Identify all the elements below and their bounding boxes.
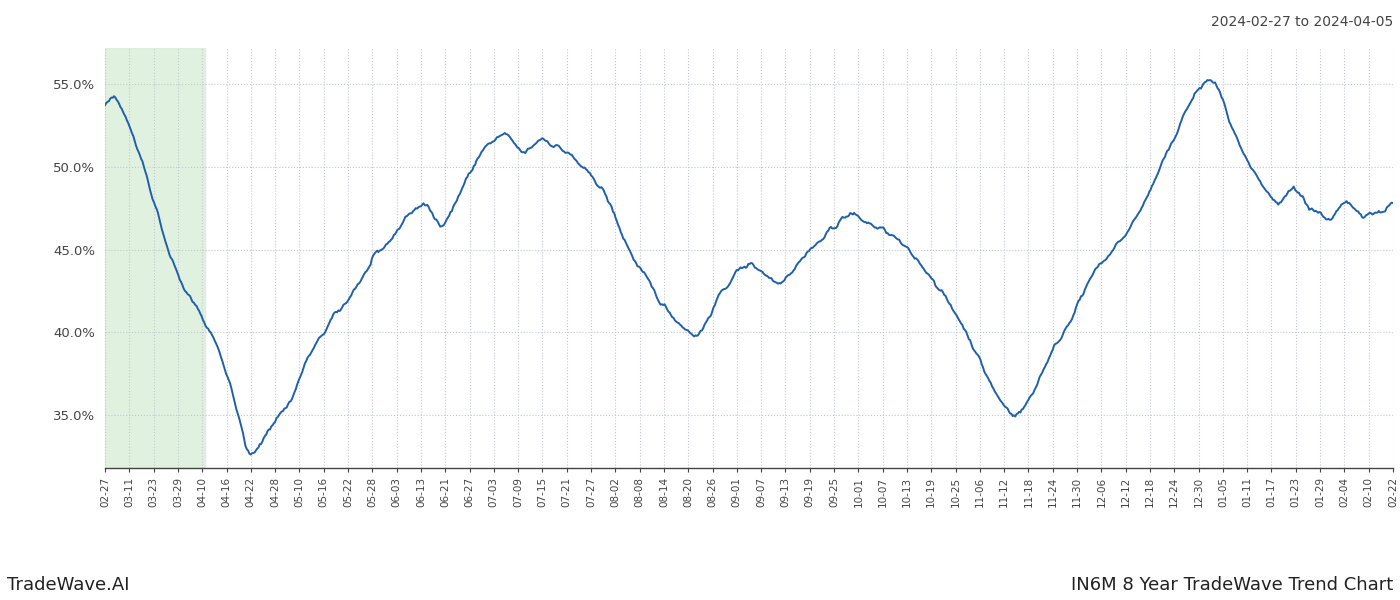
Text: 2024-02-27 to 2024-04-05: 2024-02-27 to 2024-04-05 bbox=[1211, 15, 1393, 29]
Text: IN6M 8 Year TradeWave Trend Chart: IN6M 8 Year TradeWave Trend Chart bbox=[1071, 576, 1393, 594]
Text: TradeWave.AI: TradeWave.AI bbox=[7, 576, 129, 594]
Bar bbox=[105, 48, 206, 468]
